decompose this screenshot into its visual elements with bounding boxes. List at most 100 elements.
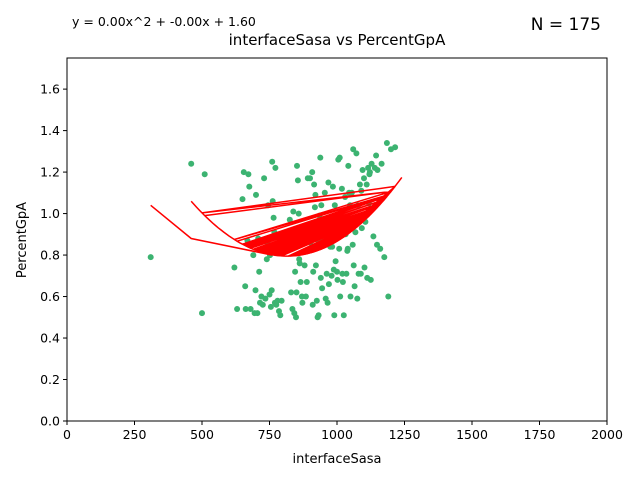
x-tick-label: 250 [123, 427, 147, 442]
data-point [292, 268, 299, 275]
data-point [383, 140, 390, 146]
data-point [147, 254, 154, 261]
data-point [325, 281, 332, 288]
data-point [339, 279, 346, 285]
data-point [288, 289, 295, 296]
y-tick-label: 1.4 [40, 123, 60, 138]
data-point [323, 270, 330, 277]
data-point [334, 276, 341, 283]
x-axis-label: interfaceSasa [293, 452, 382, 467]
data-point [277, 312, 284, 319]
data-point [295, 210, 302, 217]
y-tick-label: 1.6 [40, 82, 60, 97]
data-point [343, 270, 350, 277]
y-axis-label: PercentGpA [15, 202, 30, 278]
x-tick-label: 500 [190, 427, 214, 442]
data-point [347, 293, 354, 300]
data-point [294, 177, 301, 184]
data-point [312, 262, 319, 269]
data-point [381, 254, 388, 261]
x-tick-label: 750 [258, 427, 282, 442]
data-point [294, 162, 300, 169]
x-tick-label: 2000 [591, 427, 623, 442]
data-point [239, 196, 246, 203]
data-point [337, 293, 344, 300]
data-point [262, 295, 269, 302]
sample-count: N = 175 [531, 15, 601, 35]
data-point [370, 233, 377, 240]
y-tick-label: 0.2 [40, 372, 60, 387]
data-point [268, 287, 275, 294]
data-point [252, 287, 259, 294]
data-point [261, 175, 268, 182]
data-point [354, 295, 361, 302]
data-point [302, 293, 309, 300]
data-point [296, 260, 303, 267]
data-point [234, 306, 241, 312]
data-point [329, 183, 336, 190]
data-point [299, 299, 306, 306]
data-point [263, 256, 270, 263]
data-point [317, 154, 324, 161]
data-point [231, 264, 238, 271]
data-point [254, 310, 261, 317]
data-point [250, 252, 257, 259]
data-point [321, 189, 328, 196]
fit-curve [190, 176, 403, 257]
data-point [374, 167, 381, 173]
data-point [242, 306, 249, 312]
data-point [359, 167, 366, 173]
data-point [307, 175, 313, 182]
data-point [311, 181, 318, 188]
data-point [325, 179, 332, 186]
y-tick-label: 1.2 [40, 165, 60, 180]
data-point [385, 293, 392, 300]
data-point [331, 312, 338, 319]
data-point [253, 191, 259, 198]
data-point [272, 164, 279, 171]
data-point [311, 204, 318, 211]
data-point [336, 154, 343, 161]
data-point [188, 160, 195, 167]
data-point [338, 185, 345, 192]
data-point [340, 312, 347, 319]
data-point [368, 160, 375, 167]
data-point [278, 297, 285, 304]
data-point [350, 146, 357, 153]
data-point [240, 169, 247, 176]
data-point [334, 268, 340, 275]
y-tick-label: 1.0 [40, 206, 60, 221]
data-point [270, 214, 277, 221]
fit-equation: y = 0.00x^2 + -0.00x + 1.60 [72, 14, 256, 29]
data-point [361, 175, 367, 182]
data-point [318, 202, 325, 209]
data-point [352, 229, 359, 236]
data-point [336, 245, 343, 252]
data-point [201, 171, 208, 178]
data-point [349, 241, 356, 248]
data-point [247, 306, 254, 312]
x-tick-label: 0 [63, 427, 71, 442]
data-point [199, 310, 205, 317]
data-point [245, 171, 252, 178]
data-point [310, 268, 317, 275]
data-point [356, 181, 363, 188]
y-tick-label: 0.8 [40, 248, 60, 263]
data-point [317, 274, 324, 281]
data-point [357, 270, 364, 277]
data-point [353, 150, 360, 157]
x-tick-label: 1500 [456, 427, 488, 442]
data-point [367, 276, 374, 283]
data-point [309, 169, 316, 176]
data-point [332, 258, 339, 265]
fit-line-segment [150, 204, 273, 256]
x-tick-label: 1000 [321, 427, 353, 442]
data-point [242, 283, 249, 290]
chart-title: interfaceSasa vs PercentGpA [229, 31, 446, 49]
data-point [366, 169, 373, 176]
data-point [361, 264, 368, 271]
data-point [344, 245, 351, 252]
data-point [290, 208, 297, 215]
x-axis-ticks: 0 250 500 750 1000 1250 1500 1750 2000 [63, 421, 623, 442]
